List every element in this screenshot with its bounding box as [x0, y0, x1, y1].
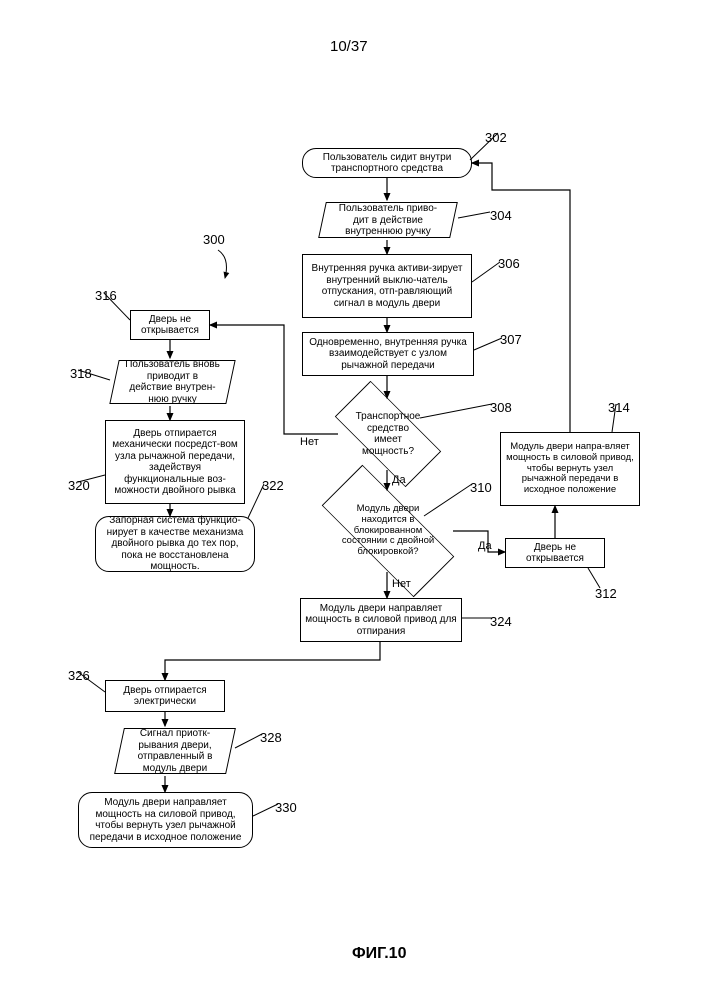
node-306-text: Внутренняя ручка активи-зирует внутренни…: [307, 263, 467, 309]
node-316-text: Дверь не открывается: [135, 314, 205, 337]
node-304-text: Пользователь приво-дит в действие внутре…: [333, 203, 443, 238]
label-no-308: Нет: [300, 436, 319, 448]
ref-316: 316: [95, 288, 117, 303]
node-330: Модуль двери направляет мощность на сило…: [78, 792, 253, 848]
node-326: Дверь отпирается электрически: [105, 680, 225, 712]
node-320-text: Дверь отпирается механически посредст-во…: [110, 428, 240, 497]
ref-304: 304: [490, 208, 512, 223]
figure-caption: ФИГ.10: [352, 945, 406, 963]
node-312-text: Дверь не открывается: [510, 542, 600, 565]
ref-310: 310: [470, 480, 492, 495]
ref-326: 326: [68, 668, 90, 683]
node-306: Внутренняя ручка активи-зирует внутренни…: [302, 254, 472, 318]
node-302: Пользователь сидит внутри транспортного …: [302, 148, 472, 178]
label-yes-310: Да: [478, 540, 492, 552]
ref-320: 320: [68, 478, 90, 493]
diagram-canvas: 10/37 Пользователь сидит внутри транспор…: [0, 0, 701, 999]
ref-330: 330: [275, 800, 297, 815]
node-310: Модуль двери находится в блокированном с…: [323, 490, 453, 572]
node-307: Одновременно, внутренняя ручка взаимодей…: [302, 332, 474, 376]
ref-308: 308: [490, 400, 512, 415]
node-314: Модуль двери напра-вляет мощность в сило…: [500, 432, 640, 506]
node-326-text: Дверь отпирается электрически: [110, 685, 220, 708]
node-328-text: Сигнал приотк-рывания двери, отправленны…: [130, 728, 220, 774]
node-314-text: Модуль двери напра-вляет мощность в сило…: [505, 442, 635, 497]
ref-318: 318: [70, 366, 92, 381]
node-322-text: Запорная система функцио-нирует в качест…: [100, 515, 250, 573]
node-316: Дверь не открывается: [130, 310, 210, 340]
ref-314: 314: [608, 400, 630, 415]
node-312: Дверь не открывается: [505, 538, 605, 568]
node-318-text: Пользователь вновь приводит в действие в…: [125, 359, 220, 405]
label-yes-308: Да: [392, 474, 406, 486]
node-324-text: Модуль двери направляет мощность в силов…: [305, 603, 457, 638]
node-304: Пользователь приво-дит в действие внутре…: [318, 200, 458, 240]
node-308: Транспортное средство имеет мощность?: [338, 398, 438, 470]
ref-324: 324: [490, 614, 512, 629]
ref-300: 300: [203, 232, 225, 247]
page-header: 10/37: [330, 38, 368, 55]
node-308-text: Транспортное средство имеет мощность?: [356, 411, 421, 457]
node-330-text: Модуль двери направляет мощность на сило…: [83, 797, 248, 843]
ref-312: 312: [595, 586, 617, 601]
node-318: Пользователь вновь приводит в действие в…: [110, 358, 235, 406]
ref-328: 328: [260, 730, 282, 745]
label-no-310: Нет: [392, 578, 411, 590]
ref-322: 322: [262, 478, 284, 493]
node-302-text: Пользователь сидит внутри транспортного …: [307, 152, 467, 175]
node-307-text: Одновременно, внутренняя ручка взаимодей…: [307, 337, 469, 372]
node-310-text: Модуль двери находится в блокированном с…: [342, 503, 434, 558]
ref-302: 302: [485, 130, 507, 145]
node-320: Дверь отпирается механически посредст-во…: [105, 420, 245, 504]
node-324: Модуль двери направляет мощность в силов…: [300, 598, 462, 642]
ref-307: 307: [500, 332, 522, 347]
node-322: Запорная система функцио-нирует в качест…: [95, 516, 255, 572]
ref-306: 306: [498, 256, 520, 271]
node-328: Сигнал приотк-рывания двери, отправленны…: [115, 726, 235, 776]
